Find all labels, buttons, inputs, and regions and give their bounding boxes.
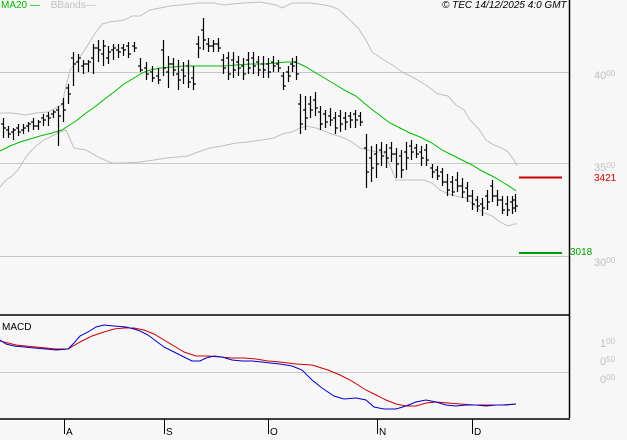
ma20-line [0, 61, 517, 192]
price-bars [1, 18, 518, 216]
legend-ma20: MA20 — [1, 0, 40, 11]
y-label-main: 0 [600, 374, 607, 386]
bollinger-bands [0, 1, 518, 227]
x-label-oct: O [270, 427, 278, 438]
y-label-main: 40 [594, 70, 607, 82]
y-label-sup: 00 [606, 373, 616, 382]
y-label-main: 1 [600, 338, 607, 350]
x-label-dec: D [474, 427, 482, 438]
macd-label-05: 050 [600, 354, 615, 368]
y-label-sup: 00 [606, 337, 616, 346]
legend-ma20-label: MA20 [1, 0, 28, 11]
y-label-sup: 00 [606, 161, 616, 170]
macd-label-0: 000 [600, 372, 615, 386]
support-label: 3018 [570, 247, 593, 258]
y-label-main: 0 [600, 356, 607, 368]
x-label-sep: S [166, 427, 173, 438]
copyright-timestamp: © TEC 14/12/2025 4:0 GMT [442, 0, 567, 11]
x-label-aug: A [66, 427, 73, 438]
macd-title: MACD [2, 322, 32, 333]
y-label-main: 30 [594, 257, 607, 269]
price-gridlines [0, 72, 570, 373]
y-label-sup: 00 [606, 256, 616, 265]
y-label-3500: 3500 [594, 160, 615, 174]
y-label-sup: 00 [606, 69, 616, 78]
y-label-3000: 3000 [594, 255, 615, 269]
bband-upper [0, 1, 518, 167]
resistance-label: 3421 [594, 173, 617, 184]
chart-legend: MA20 — BBands— [1, 0, 96, 12]
y-label-main: 35 [594, 162, 607, 174]
macd-label-1: 100 [600, 336, 615, 350]
macd-line [0, 324, 517, 410]
x-axis-ticks [64, 419, 473, 434]
legend-bbands-label: BBands [50, 0, 86, 11]
x-label-nov: N [379, 427, 387, 438]
macd-signal-line [0, 327, 517, 407]
y-label-4000: 4000 [594, 68, 615, 82]
chart-frame [0, 0, 571, 420]
legend-bbands: BBands— [50, 0, 96, 11]
y-label-sup: 50 [606, 355, 616, 364]
